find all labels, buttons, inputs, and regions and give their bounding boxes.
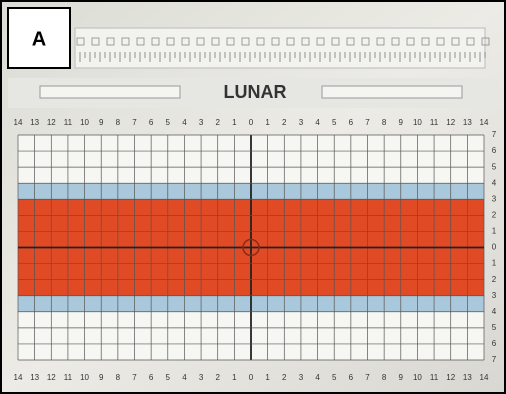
scale-number: 8 bbox=[116, 118, 121, 127]
scale-number: 14 bbox=[480, 118, 489, 127]
scale-number: 0 bbox=[249, 373, 254, 382]
scale-number: 12 bbox=[47, 118, 56, 127]
scale-number: 7 bbox=[132, 118, 137, 127]
scale-number: 2 bbox=[282, 373, 287, 382]
photo: LUNAR 1414131312121111101099887766554433… bbox=[0, 0, 506, 394]
scale-number: 3 bbox=[299, 373, 304, 382]
scale-number: 4 bbox=[315, 118, 320, 127]
scale-number: 10 bbox=[413, 373, 422, 382]
scale-number: 12 bbox=[446, 118, 455, 127]
scale-number: 7 bbox=[132, 373, 137, 382]
field-box bbox=[40, 86, 180, 98]
scale-number: 10 bbox=[80, 118, 89, 127]
scale-number: 6 bbox=[149, 118, 154, 127]
scale-number: 13 bbox=[463, 118, 472, 127]
scale-number: 13 bbox=[463, 373, 472, 382]
scale-number: 1 bbox=[265, 373, 270, 382]
scale-number: 2 bbox=[492, 210, 497, 219]
scale-number: 9 bbox=[99, 373, 104, 382]
scale-number: 5 bbox=[332, 373, 337, 382]
scale-number: 2 bbox=[282, 118, 287, 127]
scale-number: 8 bbox=[382, 373, 387, 382]
scale-number: 2 bbox=[492, 275, 497, 284]
scale-number: 11 bbox=[430, 118, 439, 127]
scale-number: 11 bbox=[64, 373, 73, 382]
scale-number: 14 bbox=[14, 373, 23, 382]
scale-number: 6 bbox=[492, 339, 497, 348]
scale-number: 11 bbox=[64, 118, 73, 127]
brand: LUNAR bbox=[224, 82, 287, 102]
scale-number: 3 bbox=[299, 118, 304, 127]
scale-number: 4 bbox=[315, 373, 320, 382]
scale-number: 7 bbox=[492, 130, 497, 139]
scale-number: 12 bbox=[446, 373, 455, 382]
scale-number: 5 bbox=[166, 373, 171, 382]
scale-number: 1 bbox=[492, 227, 497, 236]
scale-number: 4 bbox=[182, 118, 187, 127]
scale-number: 9 bbox=[99, 118, 104, 127]
scale-number: 9 bbox=[399, 118, 404, 127]
scale-number: 3 bbox=[199, 373, 204, 382]
scale-number: 4 bbox=[182, 373, 187, 382]
scale-number: 14 bbox=[480, 373, 489, 382]
scale-number: 14 bbox=[14, 118, 23, 127]
scale-number: 3 bbox=[199, 118, 204, 127]
scale-number: 6 bbox=[349, 118, 354, 127]
scale-number: 1 bbox=[232, 373, 237, 382]
scale-number: 0 bbox=[249, 118, 254, 127]
scale-number: 5 bbox=[166, 118, 171, 127]
scale-number: 12 bbox=[47, 373, 56, 382]
scale-number: 2 bbox=[215, 118, 220, 127]
scale-number: 3 bbox=[492, 194, 497, 203]
scale-number: 8 bbox=[116, 373, 121, 382]
scale-number: 5 bbox=[492, 162, 497, 171]
scale-number: 6 bbox=[149, 373, 154, 382]
scale-number: 6 bbox=[349, 373, 354, 382]
scale-number: 13 bbox=[30, 118, 39, 127]
scale-number: 11 bbox=[430, 373, 439, 382]
panel-label: A bbox=[32, 28, 46, 50]
scale-number: 6 bbox=[492, 146, 497, 155]
scale-number: 9 bbox=[399, 373, 404, 382]
scale-number: 5 bbox=[492, 323, 497, 332]
scale-number: 4 bbox=[492, 178, 497, 187]
scale-number: 8 bbox=[382, 118, 387, 127]
scale-number: 4 bbox=[492, 307, 497, 316]
scale-number: 7 bbox=[365, 373, 370, 382]
scale-number: 1 bbox=[232, 118, 237, 127]
scale-number: 1 bbox=[492, 259, 497, 268]
scale-number: 3 bbox=[492, 291, 497, 300]
scale-number: 13 bbox=[30, 373, 39, 382]
scale-number: 10 bbox=[413, 118, 422, 127]
scale-number: 0 bbox=[492, 243, 497, 252]
scale-number: 10 bbox=[80, 373, 89, 382]
grid: 1414131312121111101099887766554433221100… bbox=[14, 118, 497, 382]
scale-number: 7 bbox=[492, 355, 497, 364]
scale-number: 2 bbox=[215, 373, 220, 382]
scale-number: 1 bbox=[265, 118, 270, 127]
scale-number: 5 bbox=[332, 118, 337, 127]
scale-number: 7 bbox=[365, 118, 370, 127]
field-box bbox=[322, 86, 462, 98]
